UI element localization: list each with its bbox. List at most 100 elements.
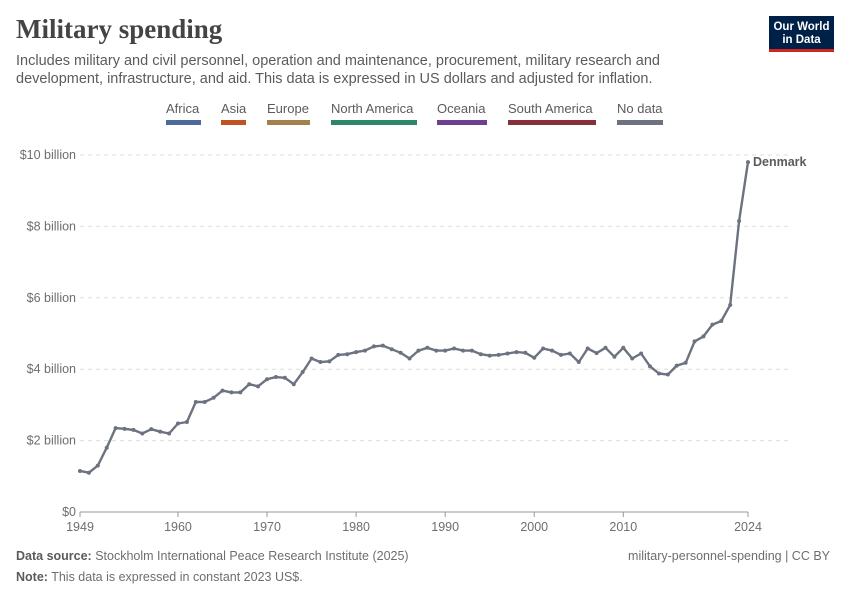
legend-item-north-america[interactable]: North America [331, 101, 417, 125]
data-point [220, 388, 225, 393]
legend-item-africa[interactable]: Africa [166, 101, 201, 125]
legend-label: Asia [221, 101, 247, 116]
data-point [692, 339, 697, 344]
data-point [443, 348, 448, 353]
data-point [398, 350, 403, 355]
data-point [238, 390, 243, 395]
data-point [558, 352, 563, 357]
data-point [710, 322, 715, 327]
data-point [541, 346, 546, 351]
legend-label: Africa [166, 101, 200, 116]
x-tick-label: 2000 [520, 520, 548, 534]
legend-item-asia[interactable]: Asia [221, 101, 246, 125]
data-point [104, 445, 109, 450]
data-point [193, 400, 198, 405]
data-point [149, 427, 154, 432]
chart-slug-license[interactable]: military-personnel-spending | CC BY [628, 549, 830, 563]
y-tick-label: $0 [62, 505, 76, 519]
data-point [113, 426, 118, 431]
data-point [478, 352, 483, 357]
data-point [407, 356, 412, 361]
data-point [532, 355, 537, 360]
data-point [665, 372, 670, 377]
legend-item-no-data[interactable]: No data [617, 101, 663, 125]
series-line [79, 161, 750, 474]
data-point [621, 345, 626, 350]
data-point [612, 354, 617, 359]
data-point [175, 421, 180, 426]
owid-logo[interactable]: Our World in Data [769, 16, 834, 52]
data-point [211, 395, 216, 400]
legend-swatch [508, 120, 596, 125]
y-tick-label: $8 billion [27, 219, 76, 233]
legend-item-south-america[interactable]: South America [508, 101, 596, 125]
legend-item-oceania[interactable]: Oceania [437, 101, 487, 125]
data-point [140, 431, 145, 436]
data-source-label: Data source: [16, 549, 92, 563]
legend-swatch [267, 120, 310, 125]
data-point [505, 351, 510, 356]
data-point [630, 356, 635, 361]
data-point [639, 351, 644, 356]
data-point [229, 390, 234, 395]
data-point [460, 348, 465, 353]
data-point [674, 363, 679, 368]
legend-label: Oceania [437, 101, 486, 116]
data-point [576, 360, 581, 365]
x-tick-label: 1980 [342, 520, 370, 534]
data-point [425, 345, 430, 350]
x-tick-label: 1970 [253, 520, 281, 534]
data-point [309, 356, 314, 361]
x-tick-label: 2024 [734, 520, 762, 534]
data-point [469, 348, 474, 353]
data-point [131, 427, 136, 432]
note-label: Note: [16, 570, 48, 584]
data-point [202, 400, 207, 405]
chart-note: Note: This data is expressed in constant… [16, 570, 303, 584]
data-point [603, 345, 608, 350]
data-source: Data source: Stockholm International Pea… [16, 549, 409, 563]
data-point [318, 360, 323, 365]
y-tick-label: $6 billion [27, 291, 76, 305]
data-point [265, 377, 270, 382]
data-point [683, 360, 688, 365]
data-point [327, 359, 332, 364]
data-point [701, 334, 706, 339]
x-tick-label: 2010 [609, 520, 637, 534]
legend-swatch [617, 120, 663, 125]
legend-item-europe[interactable]: Europe [267, 101, 310, 125]
data-point [514, 350, 519, 355]
data-point [585, 346, 590, 351]
data-point [523, 350, 528, 355]
data-point [648, 364, 653, 369]
legend-swatch [437, 120, 487, 125]
legend-label: Europe [267, 101, 309, 116]
legend-label: No data [617, 101, 663, 116]
data-point [282, 375, 287, 380]
data-point [737, 219, 742, 224]
data-point [389, 347, 394, 352]
data-point [256, 384, 261, 389]
data-point [158, 429, 163, 434]
data-point [354, 350, 359, 355]
x-tick-label: 1949 [66, 520, 94, 534]
series-label: Denmark [753, 155, 807, 169]
y-tick-label: $4 billion [27, 362, 76, 376]
legend-label: South America [508, 101, 593, 116]
data-point [363, 348, 368, 353]
data-point [300, 370, 305, 375]
legend-label: North America [331, 101, 414, 116]
data-point [452, 346, 457, 351]
data-point [95, 463, 100, 468]
data-point [656, 371, 661, 376]
y-tick-label: $10 billion [20, 148, 76, 162]
data-point [122, 426, 127, 431]
legend-swatch [331, 120, 417, 125]
x-tick-label: 1990 [431, 520, 459, 534]
data-point [746, 160, 750, 165]
data-point [371, 344, 376, 349]
data-point [291, 382, 296, 387]
data-point [487, 353, 492, 358]
data-source-text[interactable]: Stockholm International Peace Research I… [95, 549, 409, 563]
